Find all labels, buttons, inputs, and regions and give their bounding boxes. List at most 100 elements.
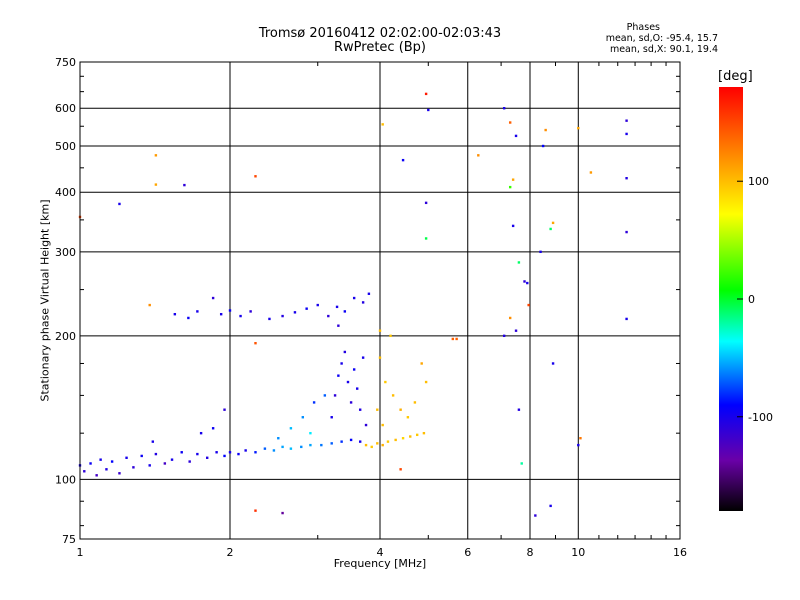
data-point	[523, 280, 526, 283]
data-point	[154, 154, 158, 157]
colorbar-ticks: 100 0 -100	[737, 175, 773, 424]
data-point	[309, 431, 312, 435]
phase-stats-heading: Phases	[626, 22, 660, 33]
data-points	[78, 92, 628, 517]
data-point	[455, 337, 458, 341]
data-point	[151, 440, 155, 443]
data-point	[205, 456, 209, 459]
data-point	[196, 452, 199, 456]
data-point	[625, 119, 628, 122]
data-point	[406, 416, 410, 419]
data-point	[349, 401, 353, 404]
data-point	[427, 108, 430, 112]
data-point	[343, 350, 347, 354]
data-point	[170, 458, 174, 461]
data-point	[281, 511, 284, 515]
data-point	[551, 362, 555, 365]
data-point	[541, 144, 545, 148]
colorbar-unit-label: [deg]	[718, 69, 753, 84]
y-tick-label: 750	[55, 56, 76, 69]
data-point	[95, 474, 98, 477]
data-point	[99, 458, 102, 461]
data-point	[389, 334, 392, 338]
data-point	[215, 451, 218, 454]
data-point	[173, 312, 177, 316]
data-point	[451, 337, 455, 341]
data-point	[589, 171, 593, 174]
data-point	[89, 462, 92, 465]
data-point	[394, 438, 397, 442]
data-point	[352, 368, 356, 371]
data-point	[289, 447, 293, 450]
data-point	[502, 107, 506, 110]
data-point	[154, 452, 158, 456]
data-point	[330, 416, 333, 419]
data-point	[272, 449, 276, 452]
data-point	[337, 324, 340, 327]
colorbar-tick-label: -100	[748, 411, 773, 424]
data-point	[320, 443, 323, 447]
data-point	[625, 132, 628, 136]
data-point	[163, 462, 167, 465]
data-point	[340, 362, 343, 365]
data-point	[125, 456, 128, 459]
data-point	[413, 401, 417, 404]
data-point	[281, 445, 284, 449]
data-point	[289, 427, 293, 430]
data-point	[361, 356, 365, 359]
data-point	[358, 408, 362, 411]
x-tick-label: 2	[227, 546, 234, 559]
data-point	[355, 387, 359, 390]
data-point	[312, 401, 316, 404]
data-point	[378, 356, 382, 359]
data-point	[293, 311, 297, 314]
data-point	[508, 185, 512, 189]
data-point	[424, 237, 428, 240]
data-point	[352, 296, 356, 300]
data-point	[196, 310, 199, 313]
data-point	[118, 202, 121, 206]
y-tick-label: 300	[55, 246, 76, 259]
data-point	[110, 460, 114, 463]
data-point	[625, 177, 628, 180]
data-point	[549, 504, 552, 508]
data-point	[420, 362, 423, 365]
data-point	[544, 128, 547, 132]
data-point	[335, 305, 339, 309]
data-point	[399, 468, 402, 471]
data-point	[118, 472, 121, 475]
data-point	[300, 445, 303, 449]
data-point	[183, 183, 186, 187]
data-point	[263, 447, 267, 450]
data-point	[349, 438, 353, 442]
x-tick-label: 8	[527, 546, 534, 559]
data-point	[625, 230, 628, 234]
data-point	[534, 514, 537, 517]
data-point	[424, 380, 428, 384]
data-point	[281, 314, 284, 318]
data-point	[199, 431, 203, 435]
data-point	[305, 307, 308, 310]
colorbar-tick-label: 100	[748, 175, 769, 188]
chart-subtitle: RwPretec (Bp)	[333, 40, 427, 55]
x-tick-label: 4	[377, 546, 384, 559]
grid	[80, 62, 680, 539]
data-point	[508, 316, 512, 320]
data-point	[361, 301, 365, 304]
data-point	[83, 470, 86, 473]
data-point	[477, 154, 480, 157]
y-tick-label: 600	[55, 102, 76, 115]
x-axis-label: Frequency [MHz]	[333, 557, 427, 570]
data-point	[399, 408, 402, 411]
y-tick-label: 100	[55, 473, 76, 486]
plot-frame	[79, 61, 681, 540]
x-mode-stats: mean, sd,X: 90.1, 19.4	[609, 44, 718, 55]
y-tick-label: 200	[55, 330, 76, 343]
data-point	[132, 466, 135, 469]
data-point	[391, 394, 395, 397]
data-point	[323, 394, 327, 397]
data-point	[316, 303, 319, 307]
data-point	[237, 452, 240, 456]
data-point	[424, 201, 428, 205]
